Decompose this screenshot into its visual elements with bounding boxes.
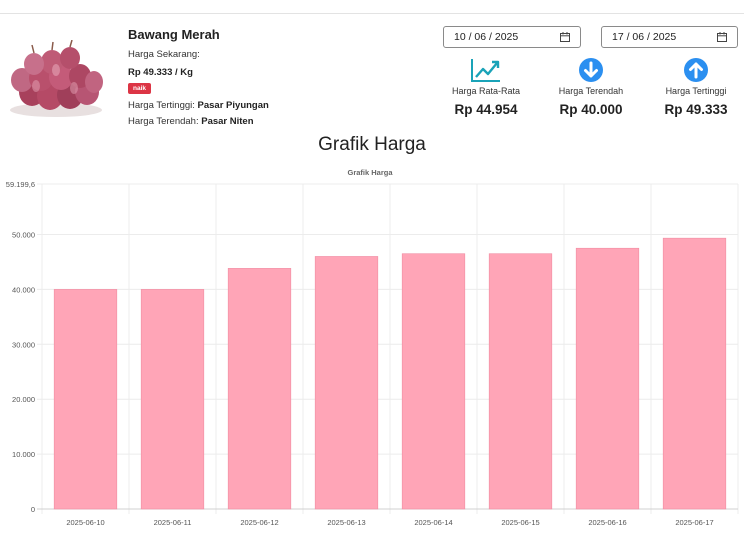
product-name: Bawang Merah	[128, 27, 220, 42]
y-tick-label: 50.000	[12, 231, 35, 240]
section-title: Grafik Harga	[318, 134, 426, 155]
top-divider	[0, 13, 744, 14]
chart-bar	[227, 268, 292, 510]
highest-market: Pasar Piyungan	[197, 100, 269, 111]
arrow-down-circle-icon	[579, 58, 603, 82]
end-date-value: 17 / 06 / 2025	[612, 31, 677, 43]
y-tick-label: 0	[31, 505, 35, 514]
x-tick-label: 2025-06-17	[675, 518, 713, 527]
arrow-up-circle-icon	[684, 58, 708, 82]
chart-bar	[401, 253, 466, 510]
lowest-market-line: Harga Terendah: Pasar Niten	[128, 116, 254, 127]
stat-lowest-value: Rp 40.000	[559, 102, 623, 117]
x-tick-label: 2025-06-14	[414, 518, 452, 527]
chart-bar	[53, 289, 118, 510]
start-date-input[interactable]: 10 / 06 / 2025	[443, 26, 581, 48]
stat-average-value: Rp 44.954	[454, 102, 518, 117]
stat-lowest: Harga Terendah Rp 40.000	[541, 57, 641, 117]
stat-highest-label: Harga Tertinggi	[665, 86, 727, 96]
y-tick-label: 40.000	[12, 285, 35, 294]
chart-bar	[662, 237, 727, 510]
current-price-label: Harga Sekarang:	[128, 49, 200, 60]
x-tick-label: 2025-06-16	[588, 518, 626, 527]
y-tick-label: 10.000	[12, 450, 35, 459]
current-price: Rp 49.333 / Kg	[128, 67, 193, 78]
y-tick-label: 59.199,6	[6, 180, 35, 189]
x-tick-label: 2025-06-12	[240, 518, 278, 527]
chart-bar	[140, 289, 205, 510]
stat-average-label: Harga Rata-Rata	[451, 86, 521, 96]
shallot-image	[10, 40, 103, 117]
y-tick-label: 20.000	[12, 395, 35, 404]
y-tick-label: 30.000	[12, 340, 35, 349]
highest-label: Harga Tertinggi:	[128, 100, 195, 111]
highest-market-line: Harga Tertinggi: Pasar Piyungan	[128, 100, 269, 111]
x-tick-label: 2025-06-11	[154, 518, 192, 527]
chart-bar	[488, 253, 553, 510]
calendar-icon[interactable]	[717, 32, 727, 42]
chart-title: Grafik Harga	[347, 168, 393, 177]
trend-badge: naik	[128, 83, 152, 94]
lowest-label: Harga Terendah:	[128, 116, 199, 127]
stat-highest: Harga Tertinggi Rp 49.333	[646, 57, 744, 117]
start-date-value: 10 / 06 / 2025	[454, 31, 519, 43]
stat-lowest-label: Harga Terendah	[558, 86, 624, 96]
end-date-input[interactable]: 17 / 06 / 2025	[601, 26, 738, 48]
chart-bar	[575, 247, 640, 510]
x-tick-label: 2025-06-10	[66, 518, 104, 527]
price-bar-chart: Grafik Harga 0 10.000 20.000 30.000 40.000 50.…	[6, 168, 739, 527]
lowest-market: Pasar Niten	[201, 116, 254, 127]
x-tick-label: 2025-06-13	[327, 518, 365, 527]
calendar-icon[interactable]	[560, 32, 570, 42]
chart-bar	[314, 256, 379, 510]
stat-highest-value: Rp 49.333	[664, 102, 728, 117]
stat-average: Harga Rata-Rata Rp 44.954	[436, 57, 536, 117]
trending-up-icon	[471, 59, 500, 82]
x-tick-label: 2025-06-15	[501, 518, 539, 527]
